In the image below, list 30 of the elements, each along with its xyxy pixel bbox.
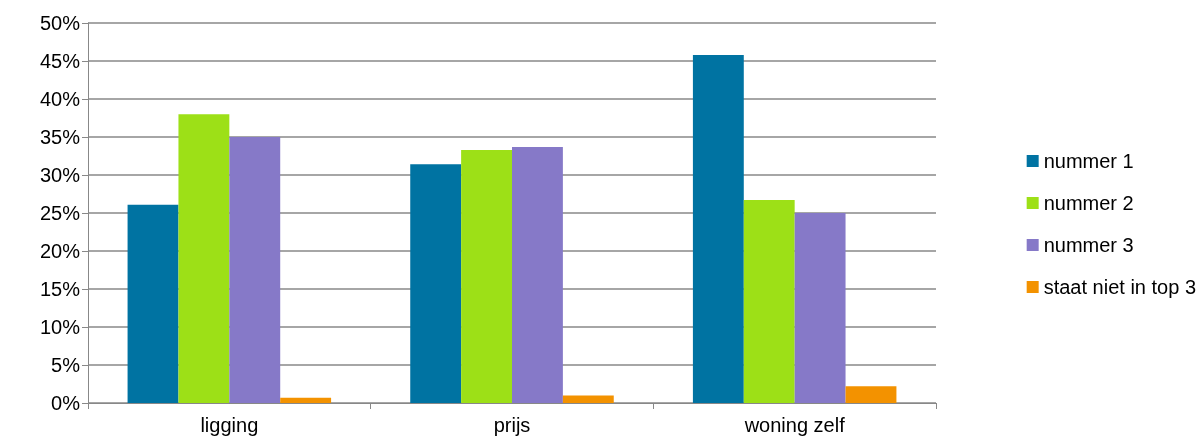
bar bbox=[410, 164, 462, 403]
bar bbox=[845, 386, 897, 403]
bar bbox=[512, 146, 563, 403]
y-tick-label: 15% bbox=[39, 278, 81, 300]
y-tick-label: 5% bbox=[51, 354, 81, 376]
legend-label: nummer 1 bbox=[1043, 150, 1134, 172]
y-tick-label: 20% bbox=[39, 240, 81, 262]
y-tick-label: 40% bbox=[39, 88, 81, 110]
bar bbox=[178, 114, 230, 403]
bar bbox=[794, 213, 846, 403]
x-tick-label: ligging bbox=[200, 414, 259, 436]
y-tick-label: 10% bbox=[39, 316, 81, 338]
y-tick-label: 35% bbox=[39, 126, 81, 148]
bar bbox=[229, 137, 281, 403]
x-tick-label: woning zelf bbox=[743, 414, 846, 436]
y-tick-label: 45% bbox=[39, 50, 81, 72]
bar bbox=[461, 149, 512, 403]
legend-label: staat niet in top 3 bbox=[1043, 276, 1196, 298]
y-tick-label: 50% bbox=[39, 12, 81, 34]
bar bbox=[562, 395, 614, 403]
y-tick-label: 25% bbox=[39, 202, 81, 224]
bar bbox=[692, 54, 744, 403]
legend-label: nummer 2 bbox=[1043, 192, 1134, 214]
x-tick-label: prijs bbox=[493, 414, 531, 436]
bar bbox=[127, 204, 179, 403]
bar bbox=[280, 397, 332, 403]
y-tick-label: 30% bbox=[39, 164, 81, 186]
y-tick-label: 0% bbox=[51, 392, 81, 414]
legend-label: nummer 3 bbox=[1043, 234, 1134, 256]
bar bbox=[743, 200, 795, 403]
